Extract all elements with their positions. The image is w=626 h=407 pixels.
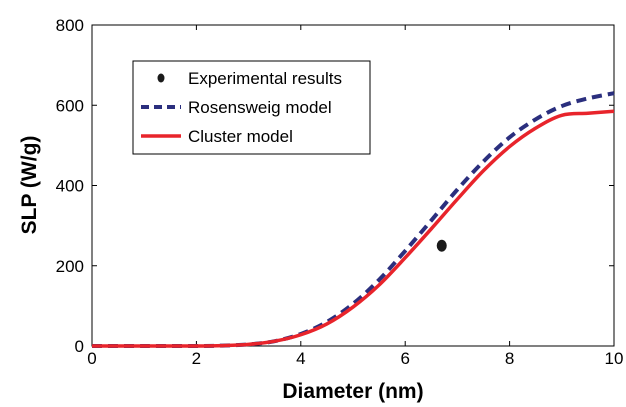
- axis-ticks: 0 2 4 6 8 10 0 200 400 600 800: [56, 16, 624, 368]
- experimental-point: [436, 239, 447, 252]
- y-tick-label: 200: [56, 257, 84, 276]
- y-tick-label: 800: [56, 16, 84, 35]
- x-tick-label: 6: [400, 349, 409, 368]
- legend: Experimental results Rosensweig model Clus…: [132, 60, 371, 155]
- cluster-model-line: [92, 109, 615, 348]
- legend-label: Cluster model: [188, 127, 293, 146]
- x-tick-label: 8: [505, 349, 514, 368]
- series-layer: [92, 91, 615, 349]
- legend-marker-experimental: [157, 73, 165, 83]
- x-tick-label: 4: [296, 349, 305, 368]
- x-tick-label: 10: [605, 349, 624, 368]
- y-axis-title: SLP (W/g): [18, 136, 41, 235]
- legend-label: Experimental results: [188, 69, 342, 88]
- x-axis-title: Diameter (nm): [282, 380, 423, 403]
- x-tick-label: 2: [192, 349, 201, 368]
- y-tick-label: 400: [56, 177, 84, 196]
- x-tick-label: 0: [87, 349, 96, 368]
- y-tick-label: 600: [56, 96, 84, 115]
- y-tick-label: 0: [75, 337, 84, 356]
- legend-label: Rosensweig model: [188, 98, 332, 117]
